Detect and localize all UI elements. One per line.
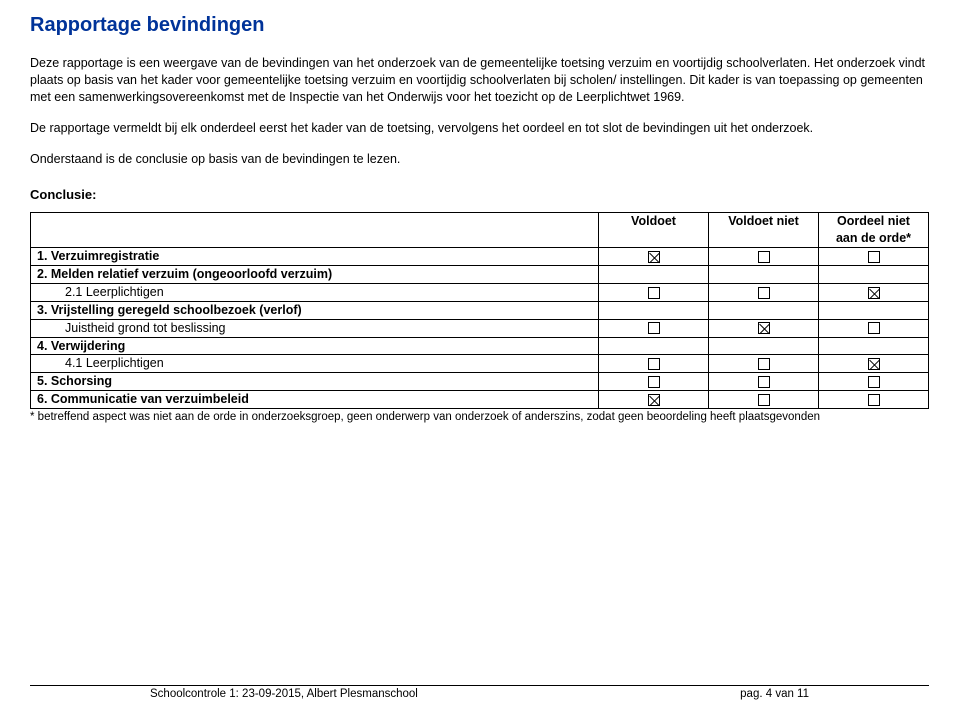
row-check — [709, 283, 819, 301]
row-check — [709, 391, 819, 409]
row-check — [709, 319, 819, 337]
table-footnote: * betreffend aspect was niet aan de orde… — [30, 411, 929, 423]
row-check — [599, 355, 709, 373]
row-check — [819, 283, 929, 301]
table-header-voldoet-niet: Voldoet niet — [709, 213, 819, 248]
checkbox-empty-icon — [648, 287, 660, 299]
checkbox-checked-icon — [868, 358, 880, 370]
row-check — [819, 337, 929, 355]
conclusion-table: Voldoet Voldoet niet Oordeel niet aan de… — [30, 212, 929, 409]
row-check — [709, 373, 819, 391]
row-check — [599, 301, 709, 319]
row-check — [709, 248, 819, 266]
row-check — [599, 319, 709, 337]
row-check — [599, 373, 709, 391]
row-label: 2.1 Leerplichtigen — [31, 283, 599, 301]
table-row: 3. Vrijstelling geregeld schoolbezoek (v… — [31, 301, 929, 319]
checkbox-empty-icon — [758, 251, 770, 263]
footer-rule — [30, 685, 929, 686]
checkbox-checked-icon — [758, 322, 770, 334]
row-check — [599, 337, 709, 355]
checkbox-empty-icon — [758, 358, 770, 370]
row-label: 4. Verwijdering — [31, 337, 599, 355]
table-row: 5. Schorsing — [31, 373, 929, 391]
row-check — [819, 391, 929, 409]
row-check — [599, 266, 709, 284]
row-check — [819, 373, 929, 391]
checkbox-empty-icon — [648, 376, 660, 388]
checkbox-empty-icon — [648, 358, 660, 370]
checkbox-empty-icon — [648, 322, 660, 334]
row-check — [599, 283, 709, 301]
checkbox-empty-icon — [868, 251, 880, 263]
row-label: 5. Schorsing — [31, 373, 599, 391]
table-row: 1. Verzuimregistratie — [31, 248, 929, 266]
checkbox-empty-icon — [758, 376, 770, 388]
table-row: 6. Communicatie van verzuimbeleid — [31, 391, 929, 409]
row-check — [819, 355, 929, 373]
table-header-label — [31, 213, 599, 248]
table-row: Juistheid grond tot beslissing — [31, 319, 929, 337]
row-check — [709, 355, 819, 373]
table-row: 4.1 Leerplichtigen — [31, 355, 929, 373]
checkbox-empty-icon — [758, 394, 770, 406]
row-check — [599, 248, 709, 266]
page-title: Rapportage bevindingen — [30, 14, 929, 37]
page-footer: Schoolcontrole 1: 23-09-2015, Albert Ple… — [30, 685, 929, 700]
row-label: 1. Verzuimregistratie — [31, 248, 599, 266]
checkbox-empty-icon — [758, 287, 770, 299]
row-label: 4.1 Leerplichtigen — [31, 355, 599, 373]
checkbox-empty-icon — [868, 394, 880, 406]
table-row: 2. Melden relatief verzuim (ongeoorloofd… — [31, 266, 929, 284]
checkbox-empty-icon — [868, 322, 880, 334]
intro-paragraph-3: Onderstaand is de conclusie op basis van… — [30, 151, 929, 168]
table-header-oordeel-niet: Oordeel niet aan de orde* — [819, 213, 929, 248]
intro-paragraph-2: De rapportage vermeldt bij elk onderdeel… — [30, 120, 929, 137]
row-label: 6. Communicatie van verzuimbeleid — [31, 391, 599, 409]
row-check — [709, 301, 819, 319]
row-check — [819, 248, 929, 266]
table-row: 2.1 Leerplichtigen — [31, 283, 929, 301]
checkbox-checked-icon — [868, 287, 880, 299]
row-check — [819, 319, 929, 337]
row-check — [819, 266, 929, 284]
footer-right: pag. 4 van 11 — [740, 688, 809, 700]
row-check — [819, 301, 929, 319]
intro-paragraph-1: Deze rapportage is een weergave van de b… — [30, 55, 929, 106]
row-label: Juistheid grond tot beslissing — [31, 319, 599, 337]
row-check — [709, 337, 819, 355]
row-check — [709, 266, 819, 284]
row-check — [599, 391, 709, 409]
conclusion-heading: Conclusie: — [30, 187, 929, 202]
checkbox-checked-icon — [648, 394, 660, 406]
checkbox-empty-icon — [868, 376, 880, 388]
row-label: 3. Vrijstelling geregeld schoolbezoek (v… — [31, 301, 599, 319]
checkbox-checked-icon — [648, 251, 660, 263]
table-header-voldoet: Voldoet — [599, 213, 709, 248]
table-row: 4. Verwijdering — [31, 337, 929, 355]
row-label: 2. Melden relatief verzuim (ongeoorloofd… — [31, 266, 599, 284]
footer-left: Schoolcontrole 1: 23-09-2015, Albert Ple… — [150, 688, 418, 700]
